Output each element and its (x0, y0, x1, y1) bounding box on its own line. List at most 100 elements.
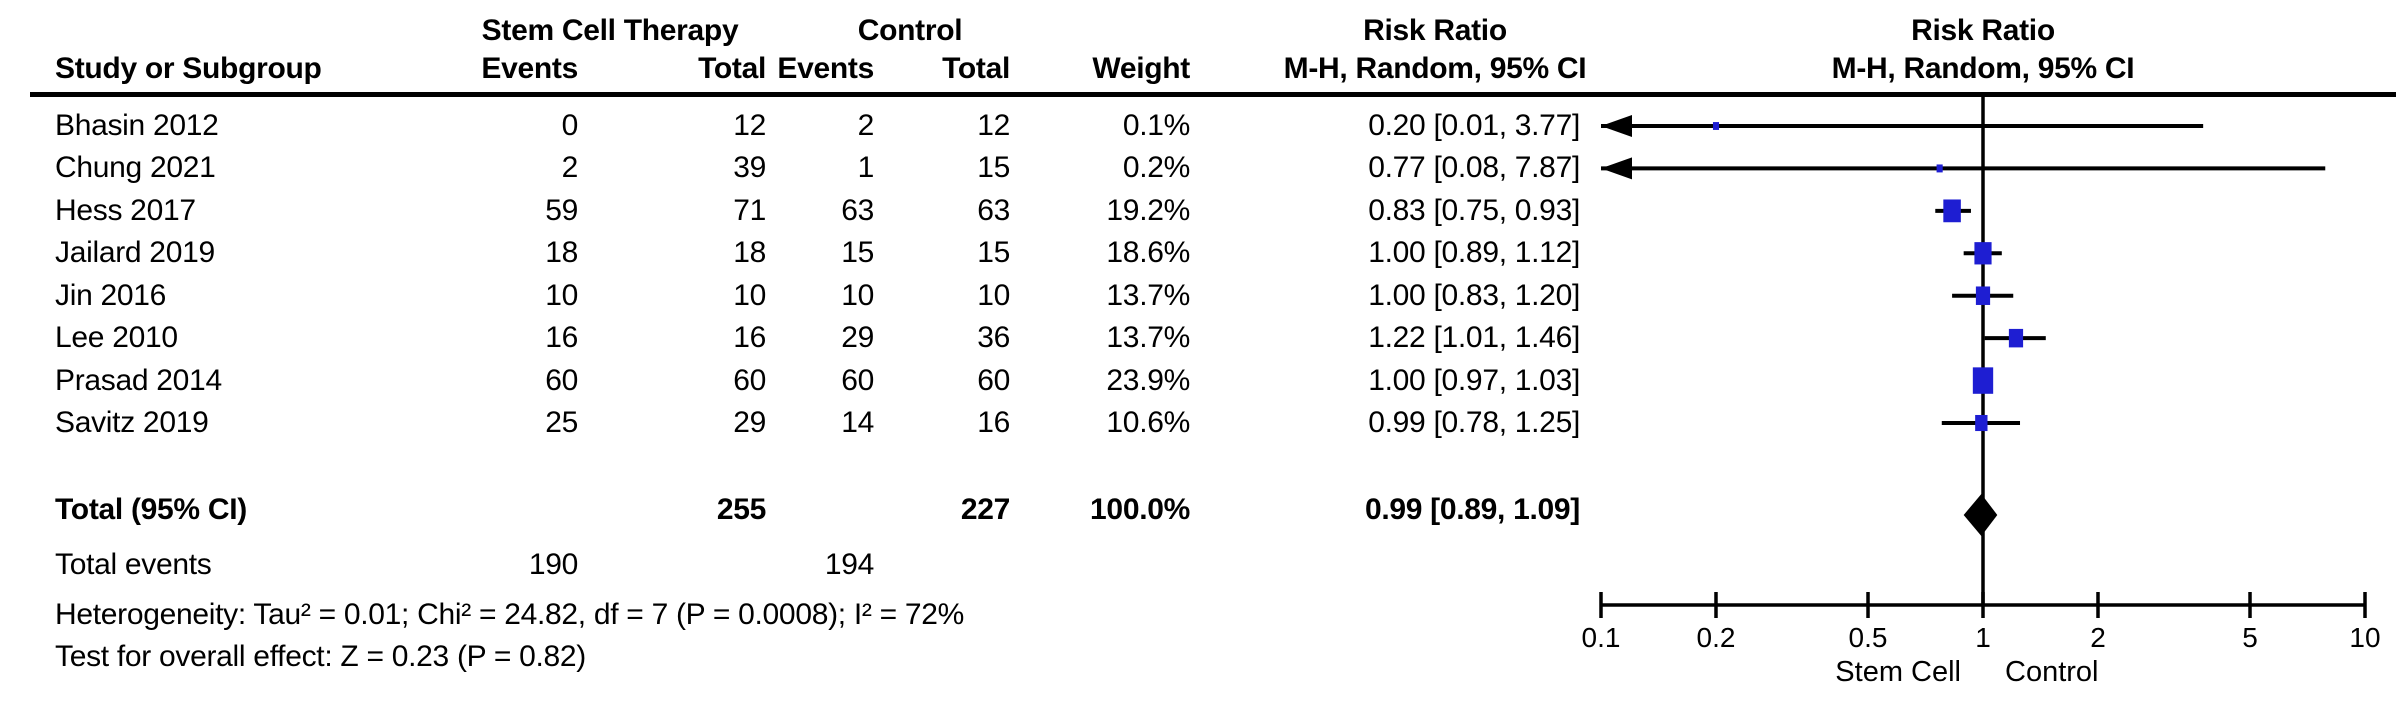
cell-c_total: 15 (977, 236, 1010, 270)
summary-diamond (1963, 494, 1998, 536)
point-estimate-square (1975, 414, 1988, 432)
cell-weight: 13.7% (1106, 278, 1190, 312)
total-row: Total (95% CI) 255 227 100.0% 0.99 [0.89… (0, 489, 2396, 531)
heterogeneity-text: Heterogeneity: Tau² = 0.01; Chi² = 24.82… (55, 598, 965, 631)
cell-c_total: 63 (977, 193, 1010, 227)
cell-name: Chung 2021 (55, 151, 216, 185)
axis-tick-label: 1 (1975, 622, 1991, 653)
cell-c_total: 60 (977, 363, 1010, 397)
point-estimate-square (1974, 242, 1992, 265)
cell-sc_total: 29 (733, 406, 766, 439)
point-estimate-square (1975, 286, 1991, 305)
cell-weight: 0.1% (1122, 109, 1190, 142)
cell-c_total: 16 (977, 406, 1010, 439)
cell-c_total: 10 (977, 278, 1010, 312)
cell-name: Lee 2010 (55, 321, 178, 355)
cell-sc_events: 60 (545, 363, 578, 397)
cell-rr_text: 1.00 [0.83, 1.20] (1368, 278, 1580, 312)
sc-total-column-header: Total (698, 52, 766, 85)
study-row: Jin 2016 10 10 10 10 13.7% 1.00 [0.83, 1.20] (0, 275, 2396, 317)
cell-c_events: 60 (841, 363, 874, 397)
cell-sc_total: 71 (733, 193, 766, 227)
cell-sc_events: 2 (561, 151, 579, 185)
cell-rr_text: 1.00 [0.89, 1.12] (1368, 236, 1580, 270)
mh-ci-header-right: M-H, Random, 95% CI (1831, 52, 2135, 85)
favours-right-label: Control (2005, 656, 2099, 688)
overall-effect-text: Test for overall effect: Z = 0.23 (P = 0… (55, 640, 586, 673)
cell-weight: 18.6% (1106, 236, 1190, 270)
cell-c_events: 1 (857, 151, 875, 185)
cell-rr_text: 1.22 [1.01, 1.46] (1368, 321, 1580, 355)
sc-events-column-header: Events (481, 52, 578, 85)
study-row: Chung 2021 2 39 1 15 0.2% 0.77 [0.08, 7.87] (0, 147, 2396, 189)
cell-sc_total: 60 (733, 363, 766, 397)
group2-header: Control (857, 14, 963, 47)
mh-ci-header-left: M-H, Random, 95% CI (1283, 52, 1587, 85)
cell-c_events: 29 (841, 321, 874, 355)
cell-c_events: 2 (857, 109, 875, 142)
point-estimate-square (1972, 367, 1994, 394)
total-label: Total (95% CI) (55, 493, 247, 526)
cell-sc_total: 39 (733, 151, 766, 185)
cell-c_total: 12 (977, 109, 1010, 142)
point-estimate-square (1936, 164, 1943, 173)
cell-name: Hess 2017 (55, 193, 196, 227)
cell-weight: 10.6% (1106, 406, 1190, 439)
cell-name: Jin 2016 (55, 278, 167, 312)
weight-column-header: Weight (1092, 52, 1190, 85)
axis-tick-label: 0.1 (1582, 622, 1621, 653)
cell-sc_events: 16 (545, 321, 578, 355)
total-events-label: Total events (55, 548, 212, 581)
study-row: Jailard 2019 18 18 15 15 18.6% 1.00 [0.89, 1.1… (0, 232, 2396, 274)
study-row: Bhasin 2012 0 12 2 12 0.1% 0.20 [0.01, 3.77] (0, 105, 2396, 147)
header-rule (30, 92, 2396, 97)
cell-name: Prasad 2014 (55, 363, 222, 397)
study-row: Hess 2017 59 71 63 63 19.2% 0.83 [0.75, 0.93] (0, 190, 2396, 232)
cell-rr_text: 0.83 [0.75, 0.93] (1368, 193, 1580, 227)
study-row: Lee 2010 16 16 29 36 13.7% 1.22 [1.01, 1.46] (0, 317, 2396, 359)
group1-header: Stem Cell Therapy (481, 14, 739, 47)
point-estimate-square (2008, 328, 2024, 348)
risk-ratio-header-left: Risk Ratio (1363, 14, 1507, 47)
axis-tick-label: 0.2 (1697, 622, 1736, 653)
cell-sc_events: 10 (545, 278, 578, 312)
cell-sc_total: 12 (733, 109, 766, 142)
cell-c_events: 14 (841, 406, 874, 439)
control-total-column-header: Total (942, 52, 1010, 85)
point-estimate-square (1712, 122, 1720, 130)
study-row: Prasad 2014 60 60 60 60 23.9% 1.00 [0.97, 1.03… (0, 360, 2396, 402)
cell-name: Savitz 2019 (55, 406, 209, 439)
left-arrow-icon (1601, 115, 1632, 137)
cell-c_total: 36 (977, 321, 1010, 355)
cell-sc_events: 25 (545, 406, 578, 439)
axis-tick-label: 5 (2242, 622, 2258, 653)
cell-rr_text: 1.00 [0.97, 1.03] (1368, 363, 1580, 397)
risk-ratio-header-right: Risk Ratio (1911, 14, 2055, 47)
total-events-sc: 190 (528, 548, 578, 581)
cell-weight: 23.9% (1106, 363, 1190, 397)
cell-name: Jailard 2019 (55, 236, 215, 270)
axis-tick-label: 2 (2090, 622, 2106, 653)
total-weight: 100.0% (1090, 493, 1190, 526)
cell-rr_text: 0.99 [0.78, 1.25] (1368, 406, 1580, 439)
study-column-header: Study or Subgroup (55, 52, 322, 85)
total-events-control: 194 (824, 548, 874, 581)
cell-sc_events: 59 (545, 193, 578, 227)
cell-weight: 19.2% (1106, 193, 1190, 227)
total-events-row: Total events 190 194 (0, 544, 2396, 586)
cell-sc_total: 10 (733, 278, 766, 312)
axis-tick-label: 0.5 (1849, 622, 1888, 653)
total-sc-total: 255 (716, 493, 766, 526)
total-rr-ci: 0.99 [0.89, 1.09] (1364, 493, 1580, 526)
favours-left-label: Stem Cell (1835, 656, 1961, 688)
left-arrow-icon (1601, 157, 1632, 180)
total-control-total: 227 (960, 493, 1010, 526)
cell-sc_events: 18 (545, 236, 578, 270)
cell-sc_total: 18 (733, 236, 766, 270)
cell-c_events: 63 (841, 193, 874, 227)
control-events-column-header: Events (777, 52, 874, 85)
cell-rr_text: 0.77 [0.08, 7.87] (1368, 151, 1580, 185)
cell-weight: 0.2% (1122, 151, 1190, 185)
cell-c_events: 10 (841, 278, 874, 312)
